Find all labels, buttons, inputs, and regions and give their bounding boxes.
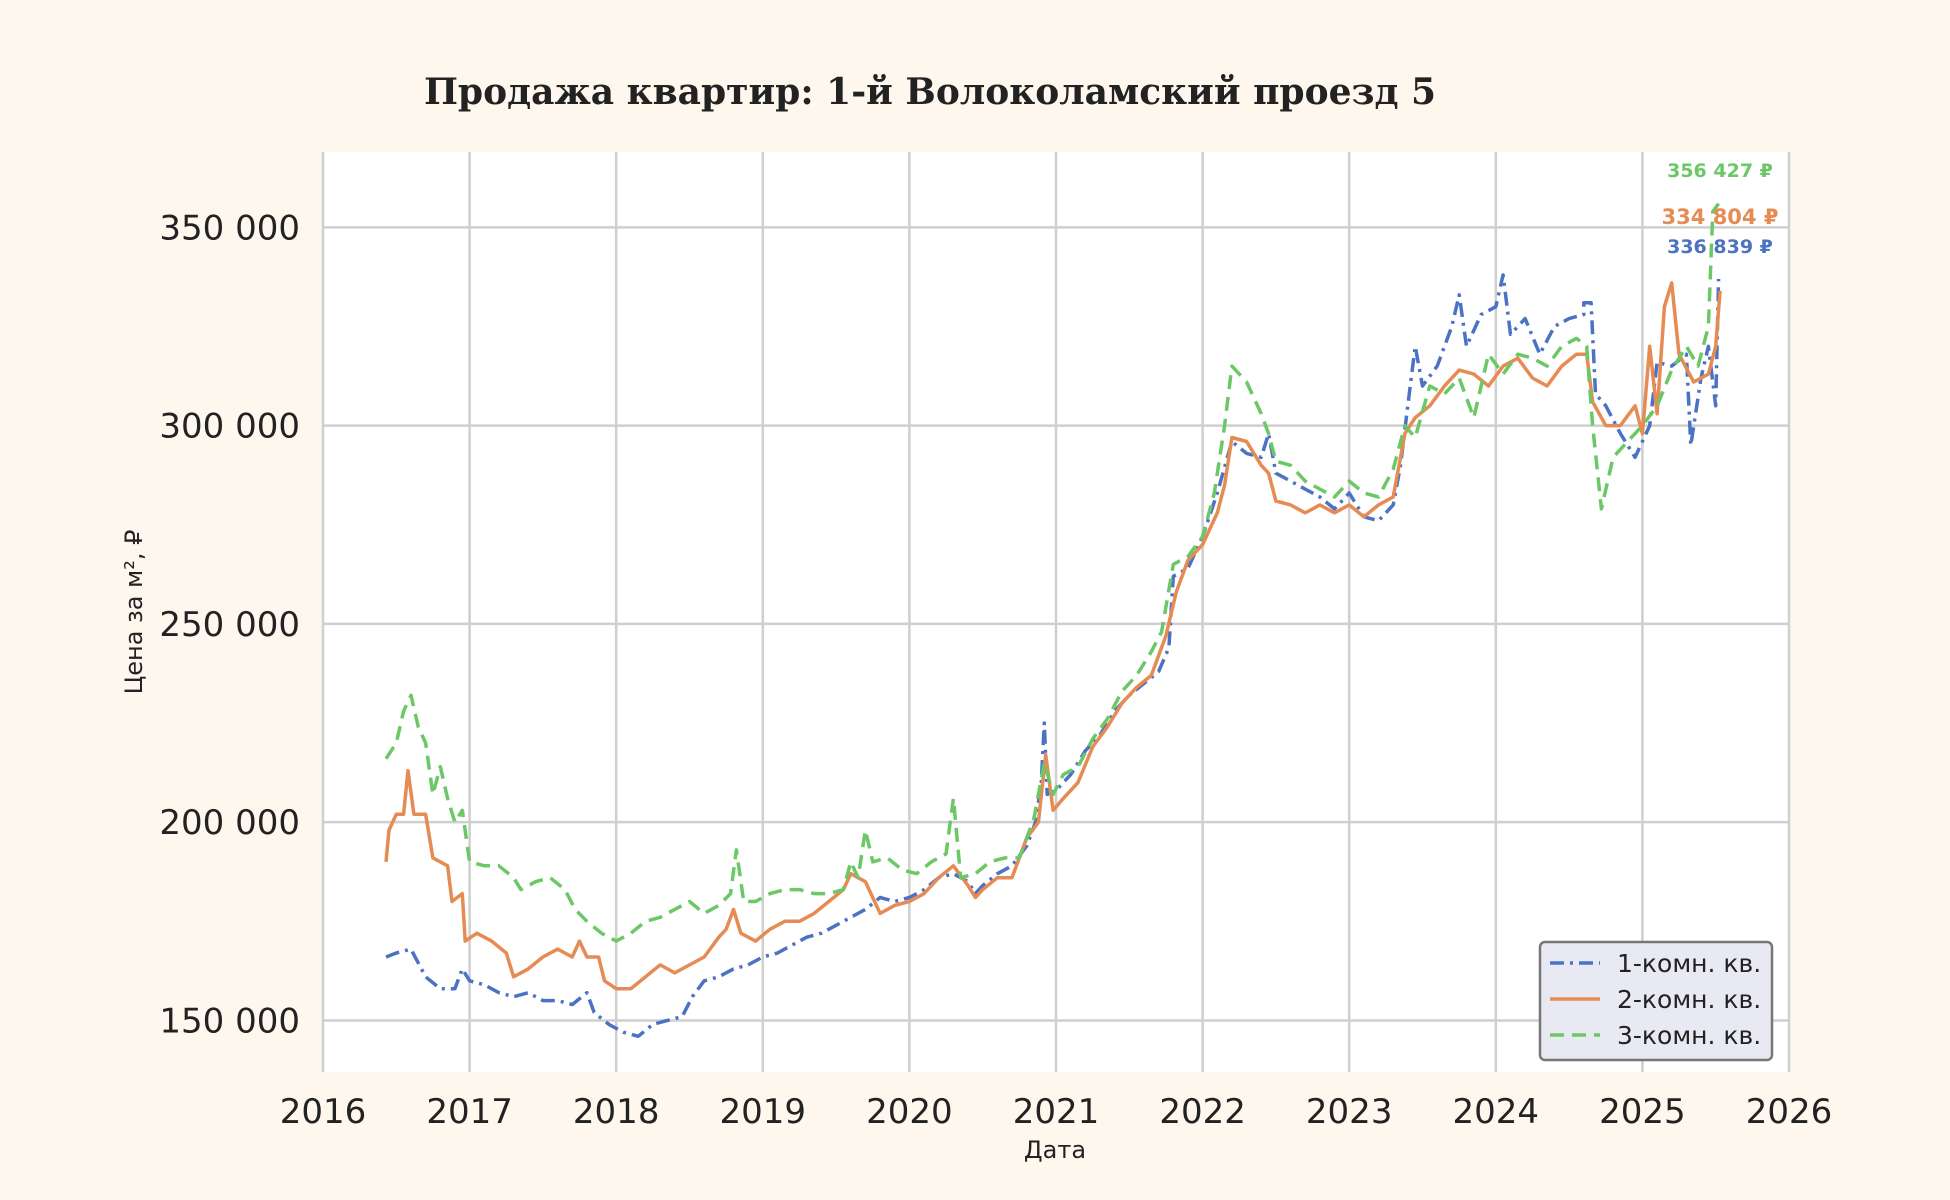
y-tick-label: 150 000 — [159, 1001, 300, 1041]
legend-label-1: 1-комн. кв. — [1617, 949, 1761, 978]
end-value-labels: 336 839 ₽ 334 804 ₽ 356 427 ₽ — [1662, 160, 1779, 258]
x-tick-label: 2022 — [1159, 1092, 1246, 1132]
x-tick-label: 2016 — [280, 1092, 367, 1132]
end-value-label-1: 336 839 ₽ — [1667, 236, 1773, 258]
end-value-label-3: 356 427 ₽ — [1667, 160, 1773, 182]
x-tick-label: 2020 — [866, 1092, 953, 1132]
y-tick-label: 200 000 — [159, 803, 300, 843]
y-tick-label: 250 000 — [159, 605, 300, 645]
series-line-1 — [385, 273, 1721, 1039]
y-axis: 150 000 200 000 250 000 300 000 350 000 — [159, 208, 300, 1041]
gridlines — [321, 152, 1791, 1072]
series-line-2 — [384, 281, 1722, 991]
legend-box — [1538, 940, 1774, 1062]
legend-label-2: 2-комн. кв. — [1617, 985, 1761, 1014]
end-value-label-2: 334 804 ₽ — [1662, 205, 1779, 229]
legend-label-3: 3-комн. кв. — [1617, 1021, 1761, 1050]
y-axis-label: Цена за м², ₽ — [120, 530, 148, 695]
chart-title: Продажа квартир: 1-й Волоколамский проез… — [424, 71, 1436, 113]
x-tick-label: 2018 — [573, 1092, 660, 1132]
x-tick-label: 2023 — [1306, 1092, 1393, 1132]
x-tick-label: 2026 — [1746, 1092, 1833, 1132]
x-axis-label: Дата — [1024, 1136, 1086, 1164]
x-tick-label: 2021 — [1013, 1092, 1100, 1132]
x-tick-label: 2024 — [1453, 1092, 1540, 1132]
legend: 1-комн. кв. 2-комн. кв. 3-комн. кв. — [1538, 940, 1774, 1062]
y-tick-label: 350 000 — [159, 208, 300, 248]
y-tick-label: 300 000 — [159, 407, 300, 447]
x-tick-label: 2017 — [426, 1092, 513, 1132]
x-tick-label: 2019 — [720, 1092, 807, 1132]
x-tick-label: 2025 — [1599, 1092, 1686, 1132]
series-lines — [384, 202, 1722, 1039]
x-axis: 2016 2017 2018 2019 2020 2021 2022 2023 2024 2025… — [280, 1092, 1833, 1132]
series-line-3 — [384, 202, 1721, 943]
